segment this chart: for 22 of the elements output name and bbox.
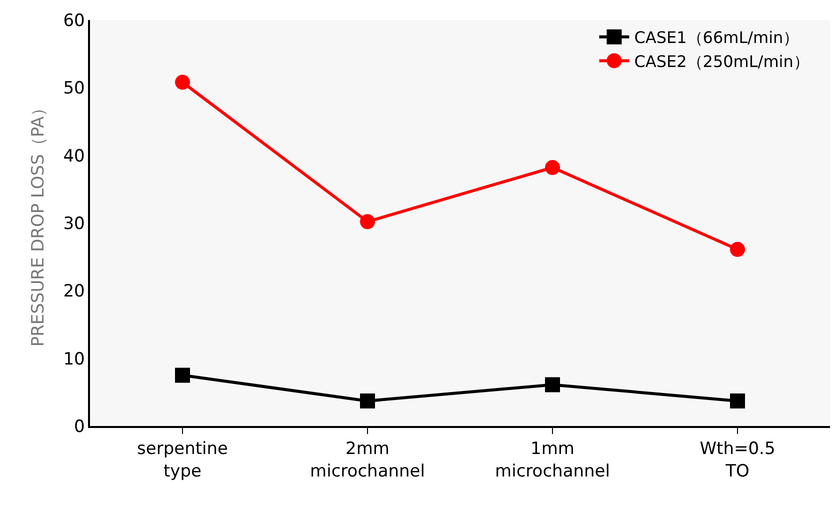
y-tick-label: 20 [63,282,85,302]
legend-label: CASE1（66mL/min） [634,28,800,48]
x-tick-label: Wth=0.5 TO [700,439,776,482]
point [175,368,190,383]
legend-label: CASE2（250mL/min） [634,52,810,71]
x-tick-label: serpentine type [137,439,228,482]
point [545,160,560,176]
y-tick-label: 30 [63,214,85,234]
x-tick-label: 1mm microchannel [495,439,610,482]
point [360,214,375,230]
point [545,377,560,392]
point [175,74,190,90]
y-tick-label: 0 [74,416,85,437]
y-axis-title: PRESSURE DROP LOSS（PA） [28,99,48,347]
y-tick-label: 40 [63,146,85,166]
y-tick-label: 60 [63,10,85,31]
point [360,393,375,408]
y-tick-label: 10 [63,349,85,370]
y-tick-label: 50 [63,78,85,99]
point [730,242,745,257]
point [730,393,745,408]
x-tick-label: 2mm microchannel [310,439,425,482]
